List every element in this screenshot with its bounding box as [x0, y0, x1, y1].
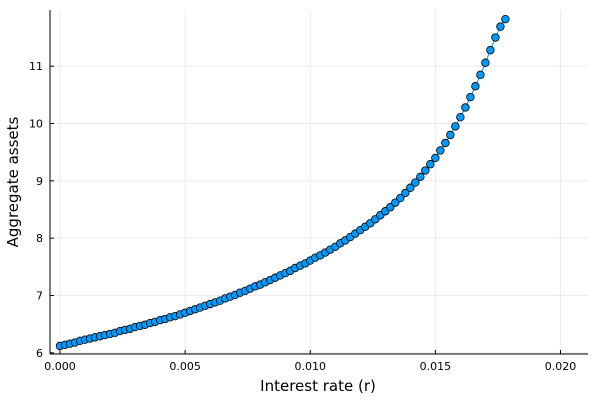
x-tick-label: 0.005	[169, 360, 201, 373]
x-tick-label: 0.020	[545, 360, 577, 373]
data-point	[426, 160, 435, 169]
axes	[49, 10, 588, 355]
data-point	[486, 45, 495, 55]
data-point	[461, 103, 470, 112]
data-point	[491, 33, 500, 42]
y-tick-label: 9	[36, 175, 43, 188]
data-point	[431, 153, 440, 163]
x-tick-label: 0.000	[44, 360, 76, 373]
data-point	[476, 70, 485, 79]
data-point	[406, 183, 415, 192]
x-tick-label: 0.015	[420, 360, 452, 373]
data-point	[466, 92, 475, 102]
data-point	[436, 146, 445, 155]
data-point	[421, 166, 430, 175]
data-point	[481, 58, 490, 67]
data-point	[501, 14, 510, 24]
grid	[50, 10, 588, 354]
y-axis-title: Aggregate assets	[4, 116, 22, 247]
data-point	[396, 193, 405, 203]
series	[55, 14, 510, 351]
y-tick-label: 6	[36, 347, 43, 360]
x-tick-label: 0.010	[294, 360, 326, 373]
data-point	[416, 172, 425, 182]
y-tick-label: 8	[36, 232, 43, 245]
data-point	[496, 22, 505, 31]
data-point	[401, 188, 410, 198]
y-tick-label: 11	[29, 60, 43, 73]
data-point	[441, 138, 450, 148]
series-line	[59, 18, 506, 347]
data-point	[446, 130, 455, 140]
data-point	[471, 82, 480, 91]
x-axis-title: Interest rate (r)	[260, 377, 376, 395]
y-tick-label: 7	[36, 290, 43, 303]
data-point	[451, 122, 460, 131]
data-point	[456, 113, 465, 122]
y-tick-label: 10	[29, 118, 43, 131]
ticks: 0.000 0.005 0.010 0.015 0.020 6 7 8 9 10 11	[29, 60, 576, 373]
data-point	[411, 178, 420, 187]
